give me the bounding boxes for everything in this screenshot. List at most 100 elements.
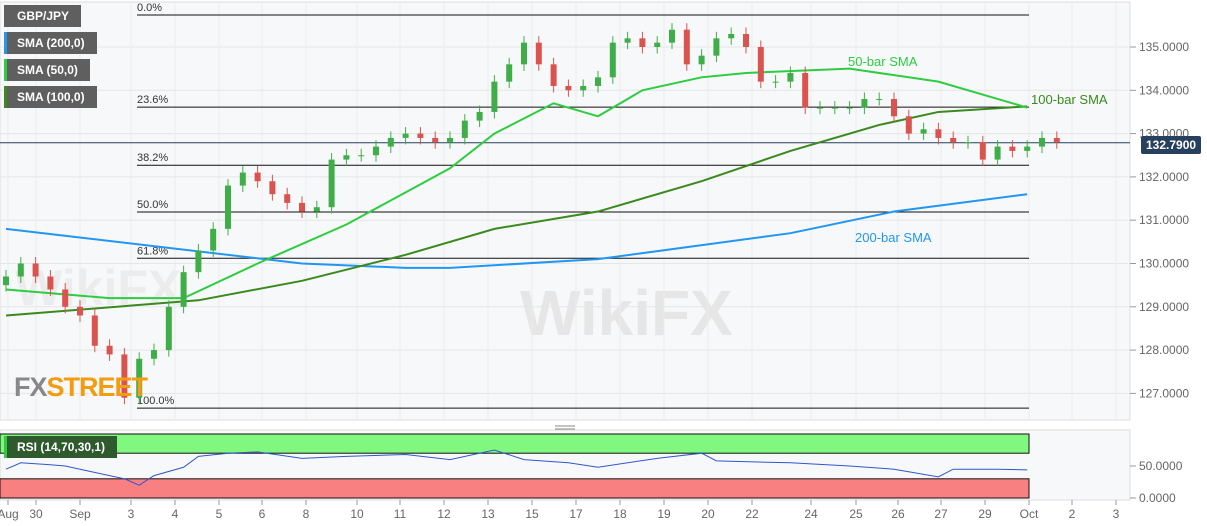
candle-body bbox=[165, 306, 172, 351]
legend-gbpjpy[interactable]: GBP/JPY bbox=[4, 5, 82, 27]
y-tick-label: 129.0000 bbox=[1139, 300, 1189, 314]
rsi-oversold-zone bbox=[0, 478, 1030, 499]
fib-label: 50.0% bbox=[137, 199, 168, 211]
logo-street: STREET bbox=[46, 372, 149, 402]
candle-body bbox=[269, 181, 276, 195]
candle-body bbox=[550, 64, 557, 86]
candle-body bbox=[432, 137, 439, 143]
candle-body bbox=[920, 129, 927, 134]
candle-body bbox=[1024, 146, 1031, 151]
candle-body bbox=[831, 107, 838, 109]
candle-body bbox=[609, 42, 616, 78]
x-tick-label: 25 bbox=[849, 507, 863, 521]
candle-body bbox=[861, 98, 868, 108]
x-tick-label: 30 bbox=[29, 507, 43, 521]
candle-body bbox=[476, 111, 483, 121]
candle-body bbox=[535, 42, 542, 65]
candle-body bbox=[461, 120, 468, 138]
candle-body bbox=[565, 85, 572, 91]
candle-body bbox=[698, 55, 705, 65]
candle-body bbox=[965, 142, 971, 144]
x-tick-label: Oct bbox=[1020, 507, 1039, 521]
x-tick-label: 19 bbox=[657, 507, 671, 521]
x-tick-label: 3 bbox=[128, 507, 135, 521]
x-tick-label: 6 bbox=[259, 507, 266, 521]
candle-body bbox=[743, 34, 749, 47]
candle-body bbox=[595, 77, 601, 86]
candle-body bbox=[728, 34, 735, 39]
candle-body bbox=[417, 133, 424, 138]
x-tick-label: 26 bbox=[891, 507, 905, 521]
candle-body bbox=[47, 276, 54, 290]
candle-body bbox=[950, 137, 957, 143]
rsi-y-tick-label: 50.0000 bbox=[1139, 459, 1183, 473]
rsi-overbought-zone bbox=[0, 433, 1030, 454]
candle-body bbox=[239, 172, 246, 186]
y-tick-label: 132.0000 bbox=[1139, 170, 1189, 184]
candle-body bbox=[210, 228, 217, 251]
candle-body bbox=[180, 272, 187, 307]
x-tick-label: 12 bbox=[437, 507, 451, 521]
candle-body bbox=[151, 350, 157, 359]
candle-body bbox=[669, 29, 675, 43]
legend-sma50[interactable]: SMA (50,0) bbox=[4, 59, 90, 81]
candle-body bbox=[106, 345, 113, 355]
candle-body bbox=[328, 159, 335, 208]
candle-body bbox=[91, 315, 98, 346]
candle-body bbox=[891, 98, 897, 117]
candle-body bbox=[225, 185, 231, 229]
fib-label: 100.0% bbox=[137, 395, 175, 407]
candle-body bbox=[1053, 137, 1060, 143]
candle-body bbox=[817, 107, 823, 109]
candle-body bbox=[373, 146, 379, 156]
x-tick-label: 5 bbox=[216, 507, 223, 521]
candle-body bbox=[121, 354, 128, 398]
sma200-line bbox=[5, 193, 1028, 269]
candle-body bbox=[284, 194, 291, 203]
rsi-line bbox=[5, 449, 1028, 486]
candle-body bbox=[387, 137, 394, 147]
legend-sma200[interactable]: SMA (200,0) bbox=[4, 32, 97, 54]
x-tick-label: 4 bbox=[172, 507, 179, 521]
candle-body bbox=[521, 42, 527, 65]
candle-body bbox=[772, 81, 779, 83]
candle-body bbox=[447, 137, 453, 143]
candle-body bbox=[580, 85, 587, 91]
candle-body bbox=[17, 263, 24, 277]
x-tick-label: 13 bbox=[481, 507, 495, 521]
candle-body bbox=[506, 64, 513, 82]
x-tick-label: 18 bbox=[613, 507, 627, 521]
fib-label: 23.6% bbox=[137, 94, 168, 106]
candle-body bbox=[358, 155, 365, 157]
candle-body bbox=[935, 129, 942, 138]
candle-body bbox=[195, 250, 202, 273]
x-tick-label: 8 bbox=[303, 507, 310, 521]
candle-body bbox=[639, 38, 646, 47]
candle-body bbox=[713, 38, 720, 56]
candle-body bbox=[343, 155, 350, 160]
rsi-y-tick-label: 0.0000 bbox=[1139, 491, 1176, 505]
x-tick-label: 15 bbox=[525, 507, 539, 521]
candle-body bbox=[876, 98, 883, 100]
candle-body bbox=[802, 72, 809, 108]
x-tick-label: 20 bbox=[701, 507, 715, 521]
candle-body bbox=[624, 38, 631, 43]
candle-body bbox=[846, 107, 853, 109]
x-tick-label: Aug bbox=[0, 507, 19, 521]
candle-body bbox=[402, 133, 409, 138]
logo-fx: FX bbox=[14, 372, 48, 402]
sma50-annotation: 50-bar SMA bbox=[848, 54, 918, 69]
sma100-annotation: 100-bar SMA bbox=[1031, 92, 1108, 107]
legend-sma100[interactable]: SMA (100,0) bbox=[4, 86, 97, 108]
candle-body bbox=[787, 72, 794, 82]
candle-body bbox=[3, 276, 9, 286]
legend-rsi[interactable]: RSI (14,70,30,1) bbox=[4, 436, 118, 458]
y-tick-label: 130.0000 bbox=[1139, 257, 1189, 271]
fxstreet-logo: FXSTREET bbox=[14, 372, 149, 403]
x-tick-label: 11 bbox=[394, 507, 407, 521]
y-tick-label: 127.0000 bbox=[1139, 386, 1189, 400]
candle-body bbox=[313, 207, 320, 212]
y-tick-label: 135.0000 bbox=[1139, 40, 1189, 54]
fib-label: 61.8% bbox=[137, 245, 168, 257]
